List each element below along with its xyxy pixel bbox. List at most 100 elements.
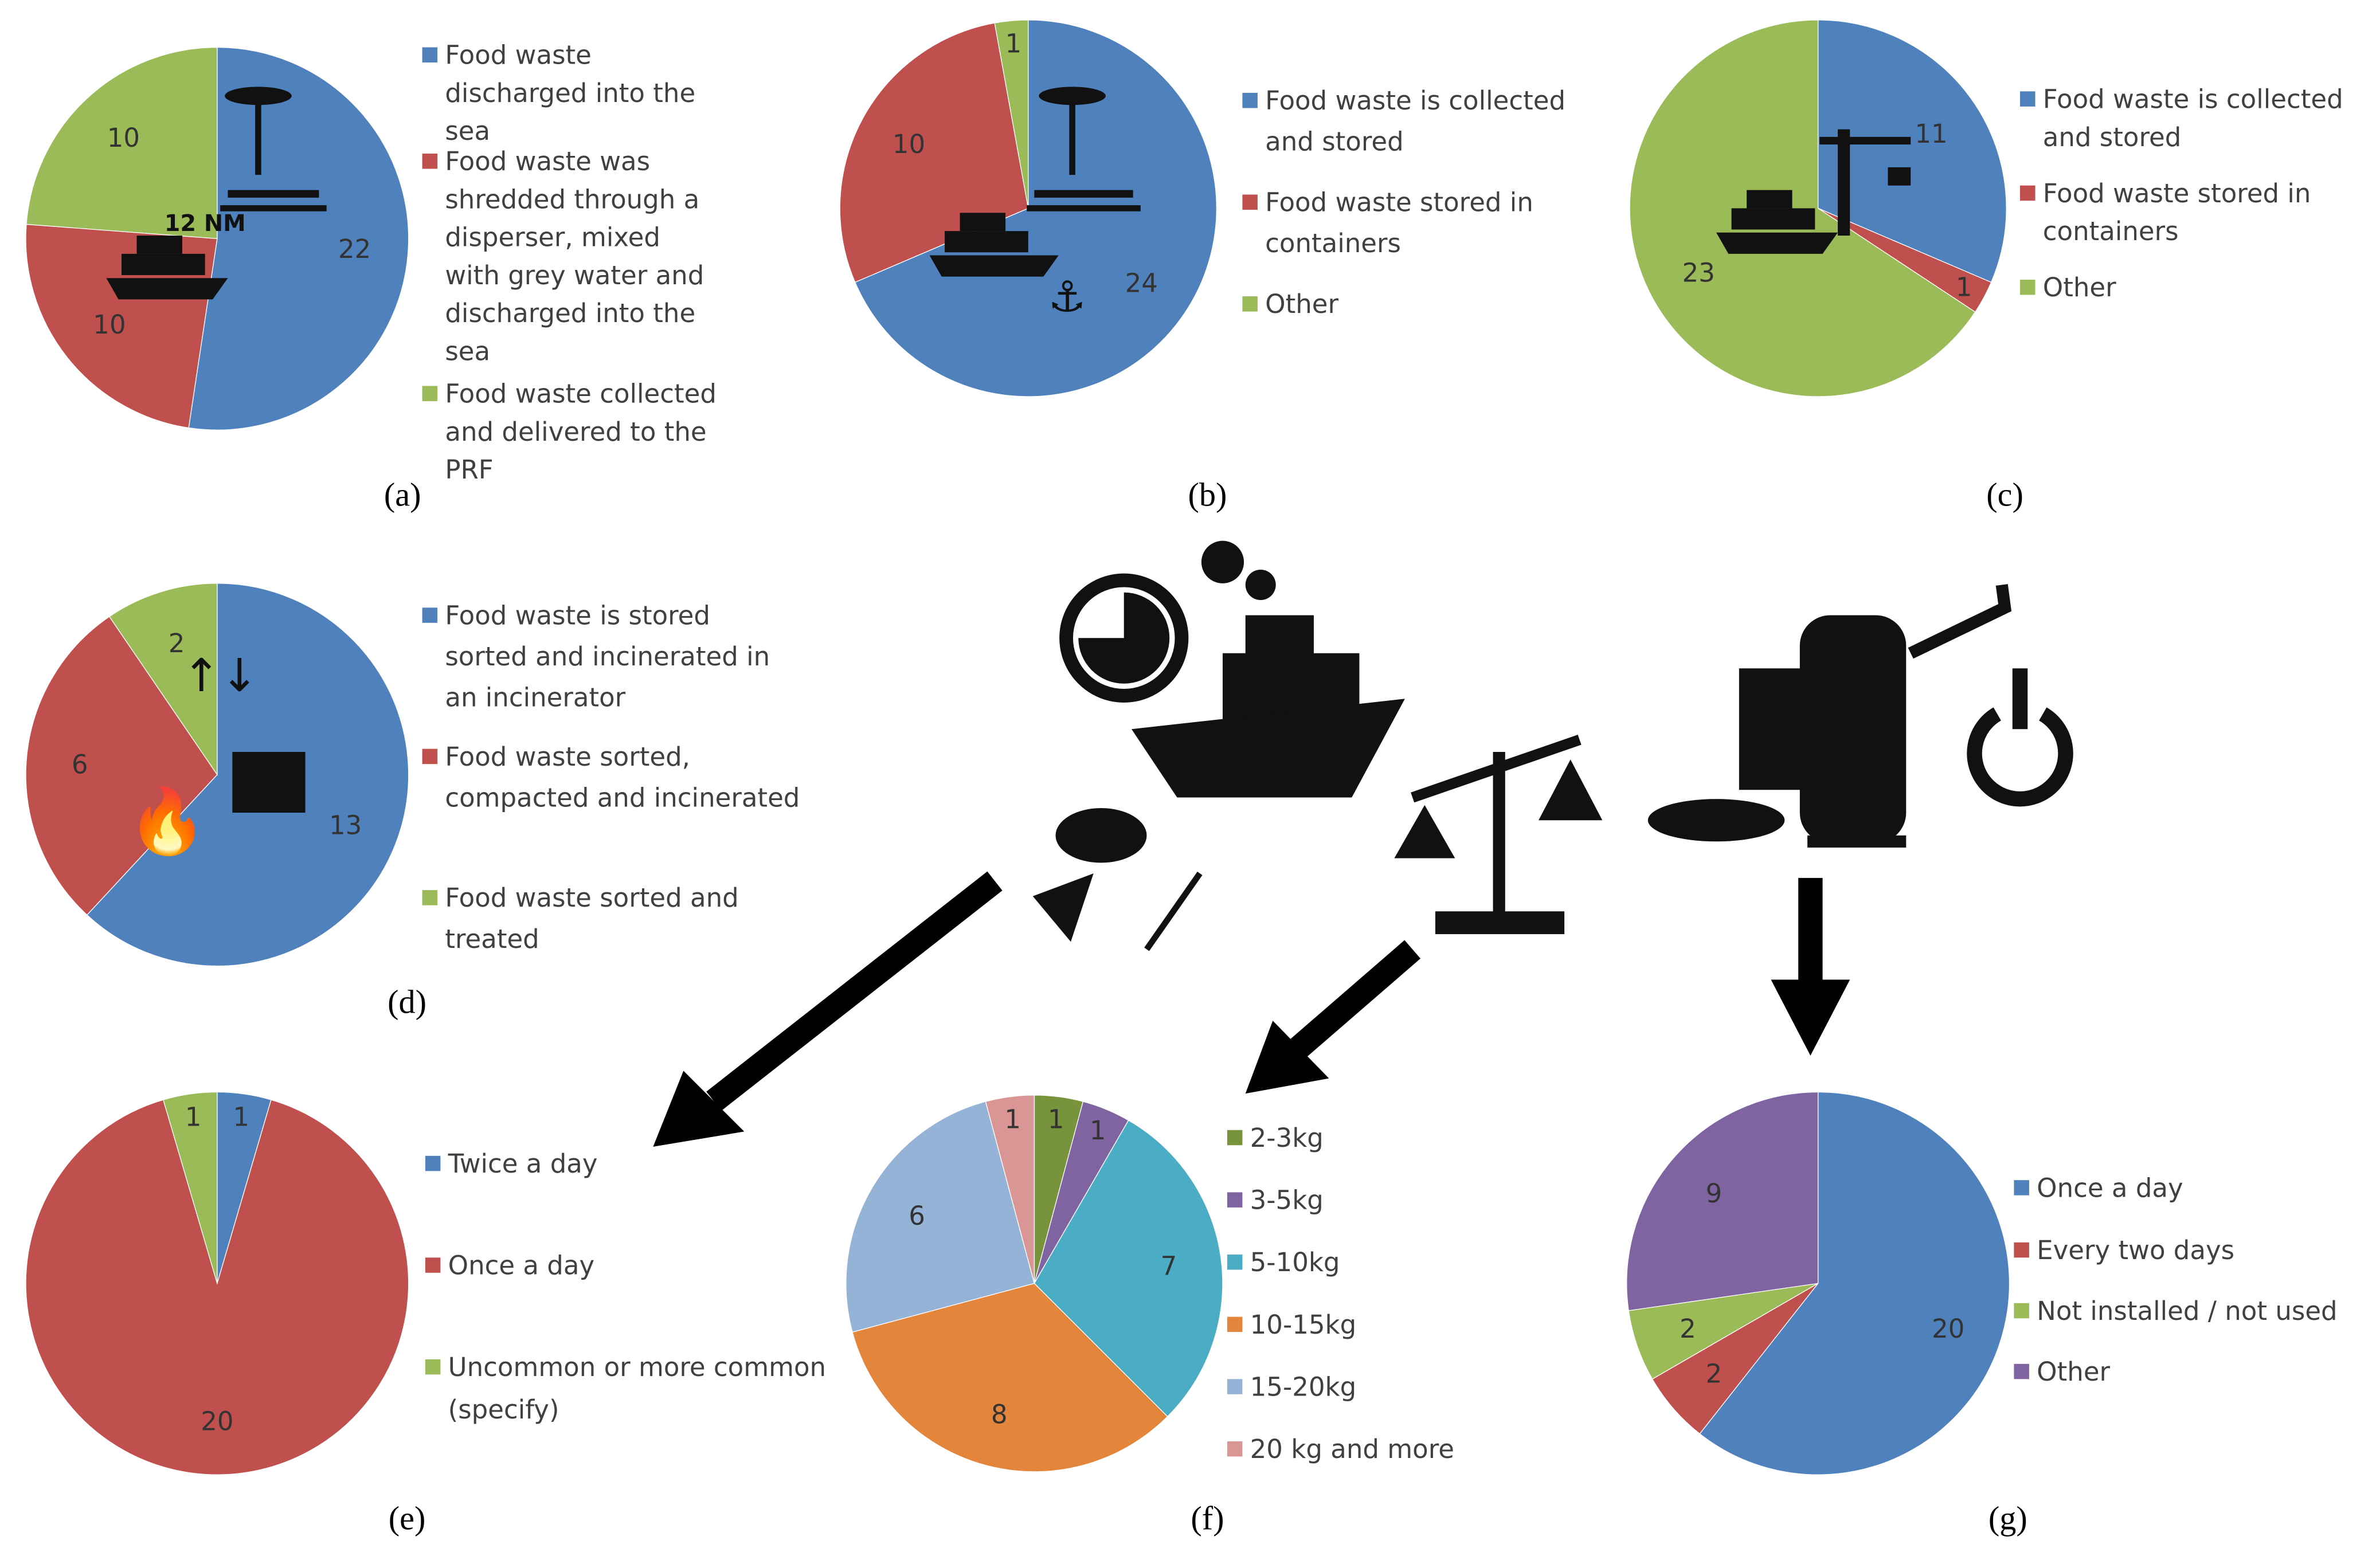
legend-label: Uncommon or more common (specify) — [448, 1352, 835, 1425]
pie-slice — [1626, 1091, 1819, 1311]
legend-label: 15-20kg — [1250, 1371, 1357, 1402]
arrows — [653, 871, 1850, 1147]
legend-label: Other — [2043, 272, 2116, 303]
legend-label: Other — [1265, 289, 1338, 319]
legend-label: Not installed / not used — [2037, 1296, 2337, 1326]
legend-label: 3-5kg — [1250, 1185, 1324, 1216]
data-label: 24 — [1125, 268, 1158, 299]
legend-label: Food waste is collected and stored — [2043, 84, 2351, 152]
legend-swatch — [425, 1155, 441, 1171]
legend-swatch — [1227, 1316, 1243, 1332]
pie-slice — [985, 1095, 1035, 1284]
fire-icon: 🔥 — [128, 785, 208, 859]
data-label: 13 — [329, 810, 362, 840]
data-label: 10 — [892, 129, 925, 159]
big-ship-icon — [1032, 540, 1405, 951]
legend-label: 20 kg and more — [1250, 1434, 1454, 1464]
data-label: 2 — [169, 628, 185, 659]
pie-slice — [1629, 19, 1976, 397]
data-label: 20 — [1932, 1314, 1964, 1344]
legend-swatch — [422, 607, 438, 623]
data-label: 2 — [1706, 1359, 1723, 1389]
legend-swatch — [422, 890, 438, 906]
legend-swatch — [425, 1359, 441, 1375]
legend-label: Food waste discharged into the sea — [445, 40, 703, 146]
legend-label: Food waste stored in containers — [1265, 187, 1541, 259]
legend-swatch — [2020, 91, 2035, 107]
legend-label: Food waste stored in containers — [2043, 178, 2319, 246]
panel-label: (a) — [384, 476, 421, 514]
data-label: 23 — [1682, 257, 1715, 288]
legend-swatch — [1227, 1192, 1243, 1208]
arrows-icon: ↑↓ — [182, 649, 259, 702]
pie-slice — [25, 1099, 409, 1475]
legend-swatch — [1227, 1255, 1243, 1270]
data-label: 20 — [201, 1406, 233, 1437]
data-label: 10 — [107, 123, 140, 153]
data-label: 8 — [991, 1400, 1008, 1430]
ship-icon — [1716, 190, 1838, 254]
legend-label: 5-10kg — [1250, 1247, 1340, 1277]
legend-label: 2-3kg — [1250, 1123, 1324, 1153]
pie-slice — [1699, 1091, 2010, 1475]
data-label: 10 — [93, 309, 126, 340]
pie-slice — [163, 1091, 218, 1284]
legend-swatch — [1227, 1441, 1243, 1457]
data-label: 1 — [1090, 1115, 1106, 1146]
pie-slice — [1034, 1119, 1223, 1417]
data-label: 1 — [1004, 1104, 1021, 1135]
panel-label: (b) — [1188, 476, 1227, 514]
legend-swatch — [2014, 1303, 2029, 1319]
legend-swatch — [2020, 185, 2035, 201]
panel-label: (e) — [389, 1500, 426, 1537]
legend-label: 10-15kg — [1250, 1310, 1357, 1340]
legend-label: Every two days — [2037, 1235, 2234, 1265]
icons: ⚓ ↑↓ 🔥 — [106, 87, 2073, 1147]
pie-slice — [1817, 19, 2007, 283]
data-label: 7 — [1161, 1251, 1177, 1281]
legend-swatch — [1242, 93, 1258, 108]
data-label: 2 — [1680, 1314, 1696, 1344]
island-icon — [1027, 87, 1141, 211]
legend-swatch — [2020, 279, 2035, 295]
data-label: 11 — [1915, 119, 1947, 149]
panel-label: (d) — [387, 983, 426, 1021]
legend-swatch — [2014, 1363, 2029, 1379]
ship-icon — [106, 236, 228, 300]
pie-slice — [1628, 1283, 1818, 1380]
crane-icon — [1819, 129, 1911, 236]
scale-icon — [1394, 735, 1603, 934]
pie-slice — [852, 1283, 1168, 1472]
legend-swatch — [2014, 1242, 2029, 1258]
legend-swatch — [1227, 1379, 1243, 1394]
legend-label: Once a day — [448, 1250, 595, 1280]
pie-slice — [845, 1101, 1035, 1333]
pie-slice — [25, 224, 218, 429]
legend-swatch — [422, 748, 438, 765]
legend-swatch — [422, 47, 438, 63]
legend-label: Food waste sorted, compacted and inciner… — [445, 742, 800, 813]
legend-label: Once a day — [2037, 1173, 2183, 1203]
data-label: 1 — [1956, 272, 1972, 302]
data-label: 6 — [909, 1201, 925, 1231]
data-label: 1 — [1005, 28, 1022, 58]
ship-icon — [929, 213, 1059, 277]
island-icon — [220, 87, 327, 211]
data-label: 6 — [72, 750, 88, 780]
pie-slice — [1651, 1283, 1819, 1434]
pie-slice — [108, 583, 218, 776]
legend-label: Food waste is collected and stored — [1265, 85, 1573, 157]
legend-swatch — [425, 1257, 441, 1273]
data-label: 1 — [233, 1102, 249, 1132]
box-icon — [232, 751, 306, 813]
anchor-icon: ⚓ — [1048, 273, 1086, 322]
legend-swatch — [1242, 194, 1258, 210]
legend-swatch — [422, 386, 438, 401]
legend-label: Food waste sorted and treated — [445, 883, 747, 954]
data-label: 22 — [338, 234, 371, 264]
legend-label: Twice a day — [448, 1149, 598, 1179]
panel-label: (c) — [1986, 476, 2023, 514]
legend-label: Food waste is stored sorted and incinera… — [445, 600, 778, 712]
data-label: 1 — [185, 1102, 202, 1132]
